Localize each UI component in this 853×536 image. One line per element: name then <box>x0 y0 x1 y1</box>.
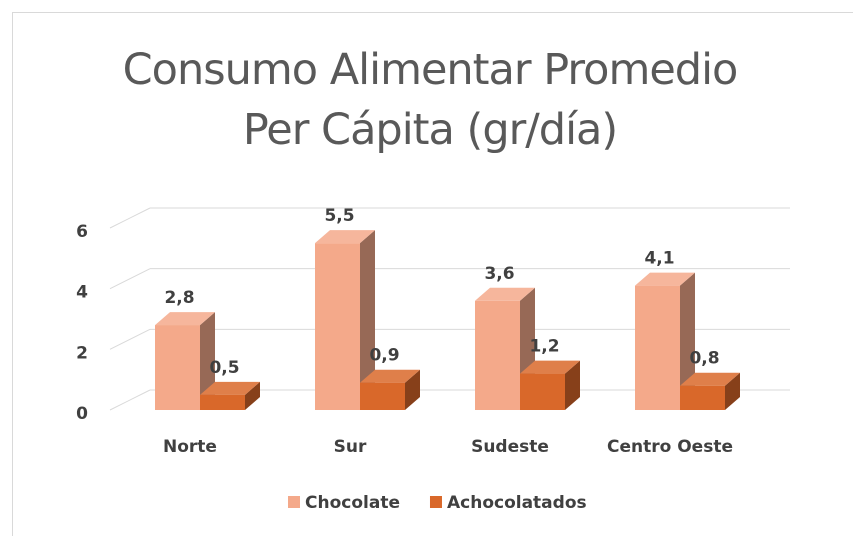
bar-front <box>200 394 245 410</box>
bar-side <box>725 372 740 410</box>
data-label: 0,8 <box>689 349 719 369</box>
bar <box>200 381 260 410</box>
x-tick-label: Sur <box>334 437 367 457</box>
legend-swatch <box>288 496 300 508</box>
data-label: 2,8 <box>164 288 194 308</box>
bar-top <box>635 272 695 286</box>
bar-top <box>475 287 535 301</box>
bar <box>635 272 695 410</box>
bar-top <box>680 372 740 386</box>
grid-line-side <box>109 328 151 350</box>
bar-top <box>155 312 215 326</box>
grid-line-side <box>109 268 151 290</box>
y-tick-label: 4 <box>76 283 88 303</box>
chart-border <box>12 12 853 536</box>
x-tick-label: Norte <box>163 437 217 457</box>
data-label: 1,2 <box>529 337 559 357</box>
bar-side <box>360 230 375 410</box>
bar-side <box>245 381 260 410</box>
data-label: 0,5 <box>209 358 239 378</box>
y-tick-label: 2 <box>76 343 88 363</box>
bar <box>155 312 215 410</box>
bar-front <box>475 300 520 410</box>
chart-title: Consumo Alimentar Promedio Per Cápita (g… <box>122 45 739 155</box>
bar <box>315 230 375 410</box>
x-tick-label: Centro Oeste <box>607 437 733 457</box>
data-label: 5,5 <box>324 206 354 226</box>
bar-top <box>315 230 375 244</box>
bar-top <box>360 369 420 383</box>
data-label: 4,1 <box>644 249 674 269</box>
legend-swatch <box>429 496 442 508</box>
legend-label: Achocolatados <box>447 493 587 513</box>
bar <box>360 369 420 410</box>
bar-top <box>200 381 260 395</box>
bar-side <box>565 360 580 410</box>
y-tick-label: 0 <box>76 404 88 424</box>
bar-top <box>520 360 580 374</box>
x-tick-label: Sudeste <box>471 437 549 457</box>
y-tick-label: 6 <box>76 222 88 242</box>
bar-front <box>360 382 405 410</box>
bar-front <box>155 325 200 410</box>
grid-line-side <box>109 207 151 229</box>
data-label: 0,9 <box>369 346 399 366</box>
bar <box>520 360 580 410</box>
bar-front <box>315 243 360 410</box>
bar-front <box>635 285 680 410</box>
bar-side <box>405 369 420 410</box>
grid-line-side <box>109 389 151 411</box>
bar-front <box>520 373 565 410</box>
legend-label: Chocolate <box>305 493 400 513</box>
bar <box>680 372 740 410</box>
bar-side <box>680 272 695 410</box>
data-label: 3,6 <box>484 264 514 284</box>
bar-front <box>680 385 725 410</box>
